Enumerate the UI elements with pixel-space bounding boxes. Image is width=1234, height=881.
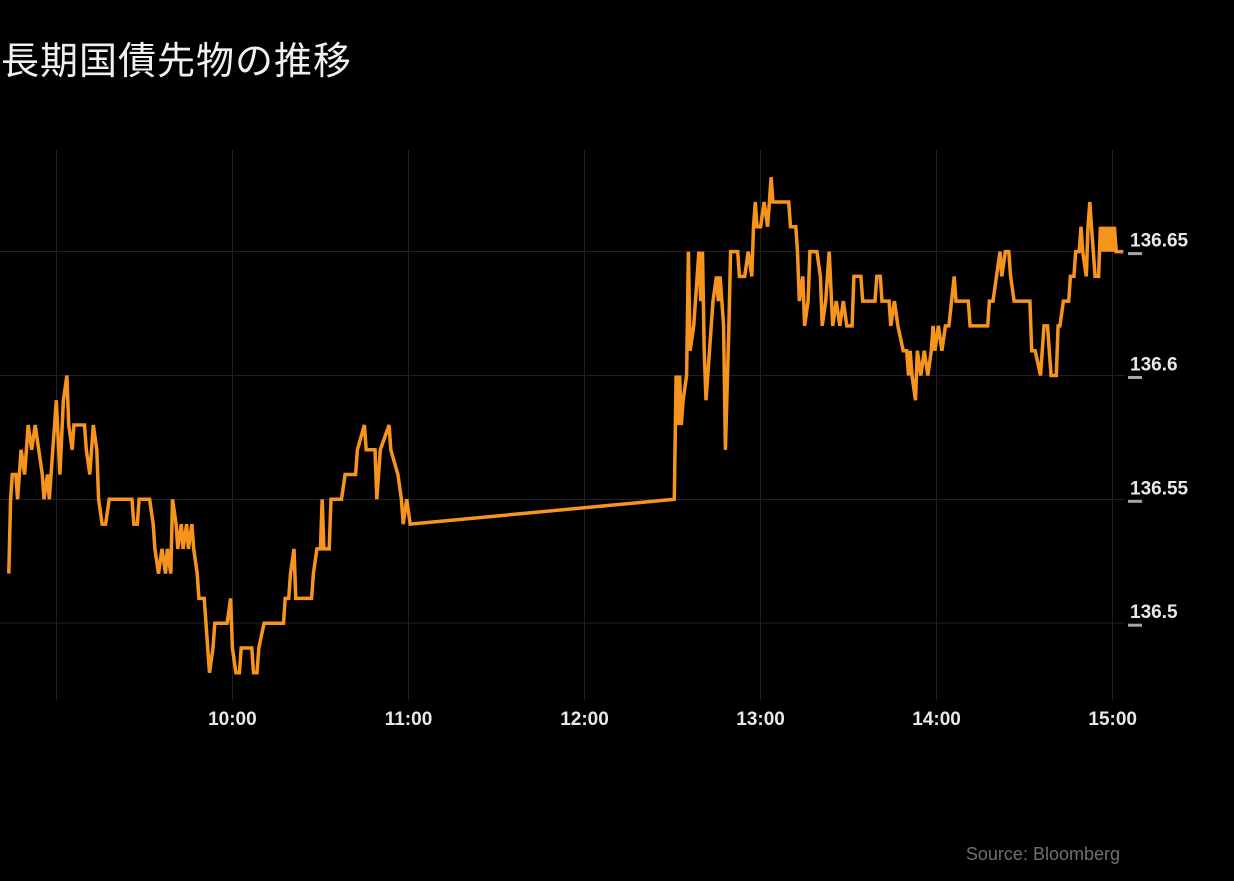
x-axis-label: 15:00 [1088,709,1137,730]
y-axis-tick-mark [1128,376,1142,379]
source-note: Source: Bloomberg [965,844,1120,864]
y-axis-label: 136.6 [1130,355,1178,376]
price-line [7,177,1124,675]
y-axis-label: 136.5 [1130,602,1178,623]
x-axis-label: 14:00 [912,709,961,730]
x-axis-label: 12:00 [560,709,609,730]
y-axis-label: 136.65 [1130,231,1189,252]
y-axis-tick-mark [1128,252,1142,256]
y-axis-tick-mark [1128,499,1142,503]
chart-title: 長期国債先物の推移 [1,41,353,83]
x-axis-label: 11:00 [385,709,433,730]
y-axis-tick-mark [1128,623,1142,627]
x-axis-label: 13:00 [736,709,785,730]
y-axis-label: 136.55 [1130,478,1189,499]
x-axis-label: 10:00 [208,709,257,730]
